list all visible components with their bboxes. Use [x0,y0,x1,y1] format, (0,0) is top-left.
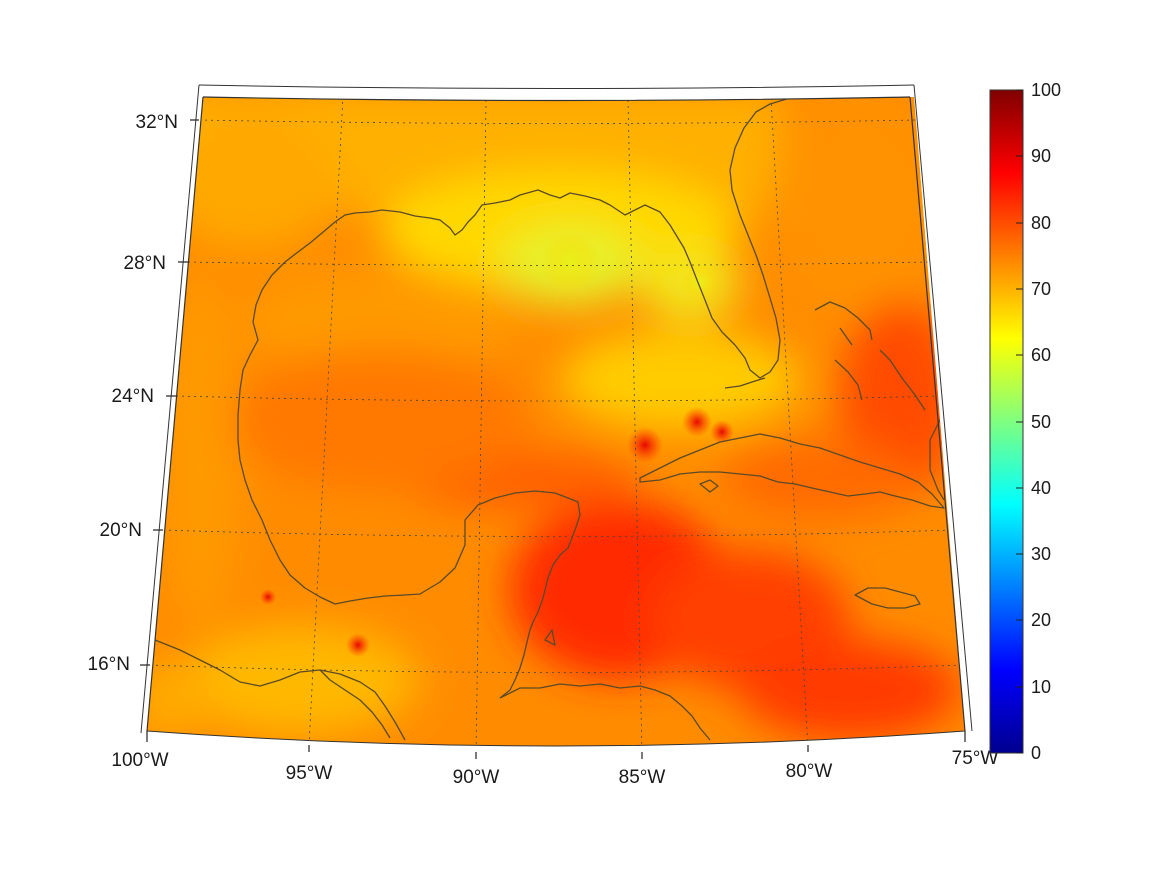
coastline-pacific [154,639,406,741]
coastline-keys [724,377,766,389]
lon-label: 85°W [619,767,666,788]
frame-inner-left [146,96,204,732]
lon-label: 90°W [453,767,500,788]
coastline-bahamas [814,301,926,411]
colorbar-tick-label: 50 [1031,412,1051,432]
colorbar: 100 90 80 70 60 50 40 30 20 10 0 [989,80,1061,763]
coastline-island [544,629,556,646]
lat-axis-labels: 32°N 28°N 24°N 20°N 16°N [88,112,178,675]
lon-label: 75°W [952,748,999,769]
colorbar-tick-label: 90 [1031,146,1051,166]
frame-inner-right [909,96,966,732]
lat-label: 32°N [136,112,178,133]
lat-label: 20°N [100,520,142,541]
coastline-isthmus [319,669,391,739]
lon-label: 100°W [111,750,168,771]
hotspot [710,420,734,444]
axis-ticks [140,119,966,759]
grid-line [175,395,940,402]
colorbar-tick-label: 100 [1031,80,1061,100]
colorbar-tick-label: 80 [1031,213,1051,233]
frame-right [913,84,973,732]
colorbar-tick-label: 30 [1031,544,1051,564]
grid-line [475,99,487,746]
frame-inner-top [202,96,911,102]
colorbar-tick-label: 60 [1031,345,1051,365]
grid-line [627,99,643,746]
graticule [149,97,964,746]
coastline-florida [696,97,791,379]
coastline-jamaica [854,587,921,609]
grid-line [308,97,344,746]
colorbar-tick-label: 0 [1031,743,1041,763]
frame-left [140,84,200,734]
hotspot [627,427,663,463]
grid-line [149,664,964,673]
coastline-central-america [499,683,711,741]
lon-label: 80°W [786,761,833,782]
grid-line [198,119,917,124]
coastline-island [699,479,719,493]
hotspot [682,407,712,437]
map-frame [140,84,973,747]
lat-label: 16°N [88,654,130,675]
coastline-cuba [639,433,945,509]
colorbar-tick-label: 40 [1031,478,1051,498]
grid-line [770,97,809,746]
lat-label: 24°N [112,386,154,407]
field-shading [147,97,960,740]
coastline-gulf [237,189,698,699]
colorbar-tick-label: 10 [1031,677,1051,697]
coolspot [540,232,600,292]
data-field [147,97,965,746]
frame-bottom [146,730,966,747]
coastlines [154,97,949,741]
lon-label: 95°W [286,763,333,784]
hotspot [346,633,370,657]
lon-axis-labels: 100°W 95°W 90°W 85°W 80°W 75°W [111,748,998,788]
colorbar-tick-label: 20 [1031,610,1051,630]
frame-top [198,84,915,89]
colorbar-tick-label: 70 [1031,279,1051,299]
coolspot [682,264,718,300]
lat-label: 28°N [124,253,166,274]
hotspot [260,589,276,605]
